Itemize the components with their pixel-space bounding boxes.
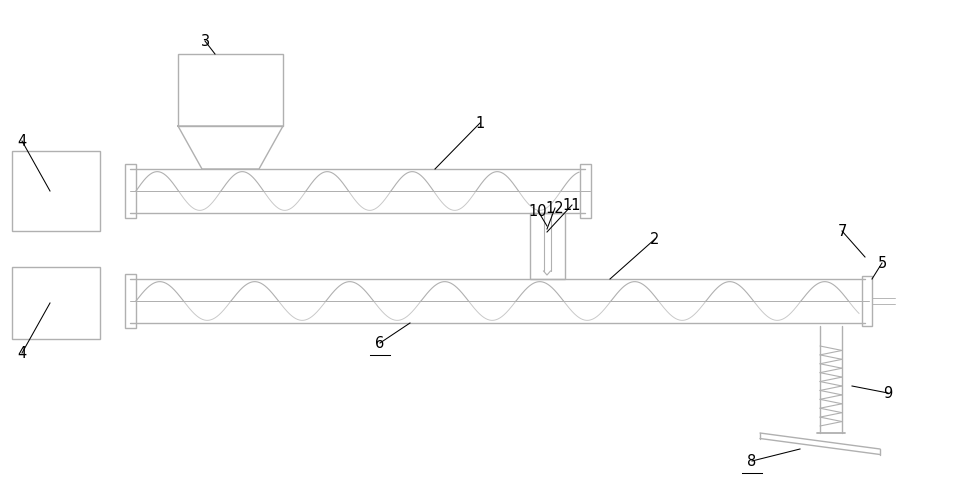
Bar — [579, 165, 590, 218]
Bar — [124, 165, 136, 218]
Text: 11: 11 — [563, 198, 581, 213]
Text: 3: 3 — [201, 35, 209, 50]
Text: 7: 7 — [837, 224, 847, 239]
Bar — [530, 213, 565, 280]
Bar — [12, 152, 100, 231]
Text: 6: 6 — [375, 336, 385, 351]
Text: 9: 9 — [884, 386, 892, 401]
Bar — [862, 277, 872, 326]
Text: 2: 2 — [650, 232, 660, 247]
Text: 8: 8 — [747, 453, 757, 468]
Text: 4: 4 — [17, 346, 26, 361]
Text: 1: 1 — [476, 116, 484, 131]
Bar — [124, 275, 136, 328]
Bar — [178, 55, 283, 127]
Text: 4: 4 — [17, 134, 26, 149]
Bar — [12, 268, 100, 339]
Text: 12: 12 — [546, 201, 564, 216]
Text: 5: 5 — [877, 256, 887, 271]
Text: 10: 10 — [529, 204, 547, 219]
